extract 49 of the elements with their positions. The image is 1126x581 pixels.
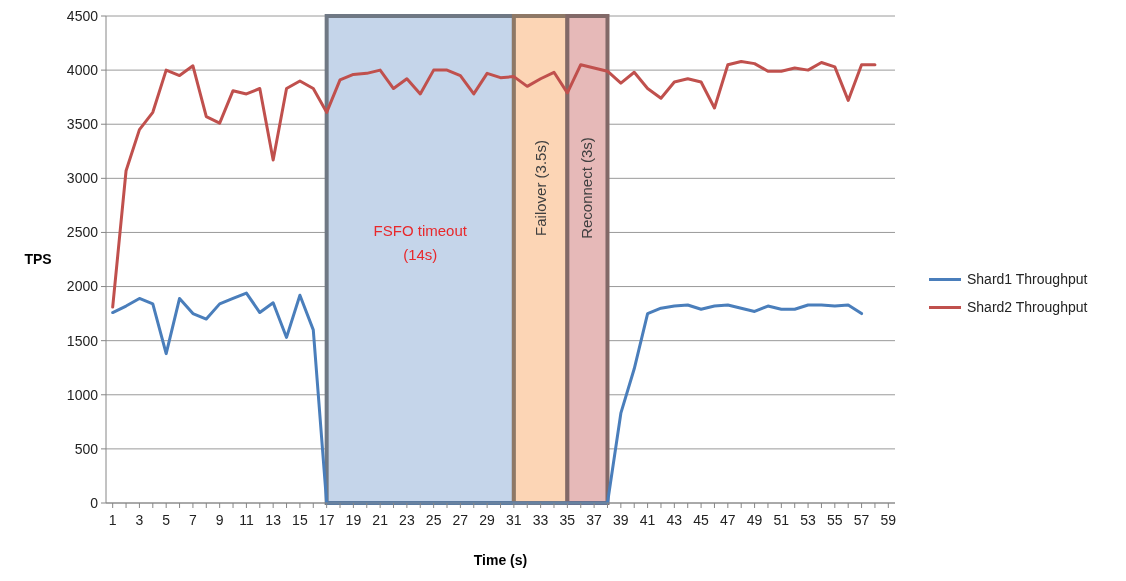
x-tick-label: 19 [345,512,362,528]
x-tick-label: 13 [265,512,282,528]
y-tick-label: 4500 [66,7,99,24]
x-tick-label: 55 [827,512,843,528]
x-tick-label: 9 [215,512,224,528]
y-tick-label: 1000 [66,386,99,403]
x-tick-label: 7 [189,512,198,528]
x-axis-title: Time (s) [473,552,528,568]
x-tick-label: 43 [666,512,683,528]
y-tick-label: 3500 [66,116,99,133]
y-tick-label: 4000 [66,62,99,79]
x-tick-label: 31 [506,512,522,528]
y-tick-label: 500 [74,440,99,457]
x-tick-label: 41 [639,512,656,528]
x-tick-label: 11 [239,512,254,528]
band-label: FSFO timeout (14s) [373,221,468,263]
x-tick-label: 47 [720,512,736,528]
x-tick-label: 3 [135,512,144,528]
x-tick-label: 29 [479,512,496,528]
x-tick-label: 1 [108,512,117,528]
x-tick-label: 49 [746,512,763,528]
line-series [111,291,864,505]
y-tick-label: 0 [90,494,99,511]
x-tick-label: 35 [559,512,576,528]
x-tick-label: 37 [586,512,603,528]
line-series [111,59,877,309]
y-axis-title: TPS [24,251,52,268]
x-tick-label: 25 [425,512,442,528]
legend-label: Shard2 Throughput [967,299,1088,316]
x-tick-label: 33 [532,512,549,528]
y-tick-label: 2500 [66,224,99,241]
x-tick-label: 45 [693,512,710,528]
x-tick-label: 27 [452,512,469,528]
x-tick-label: 21 [372,512,389,528]
x-tick-label: 51 [773,512,790,528]
band-label: Reconnect (3s) [578,137,596,239]
x-tick-label: 15 [292,512,308,528]
legend-label: Shard1 Throughput [967,271,1088,288]
x-tick-label: 53 [800,512,817,528]
x-tick-label: 17 [318,512,335,528]
y-tick-label: 3000 [66,170,99,187]
y-tick-label: 2000 [66,278,99,295]
x-tick-label: 5 [162,512,171,528]
x-tick-label: 39 [613,512,629,528]
x-tick-label: 57 [853,512,870,528]
band-label: Failover (3.5s) [531,140,549,236]
x-tick-label: 59 [880,512,897,528]
y-tick-label: 1500 [66,332,99,349]
x-tick-label: 23 [399,512,415,528]
